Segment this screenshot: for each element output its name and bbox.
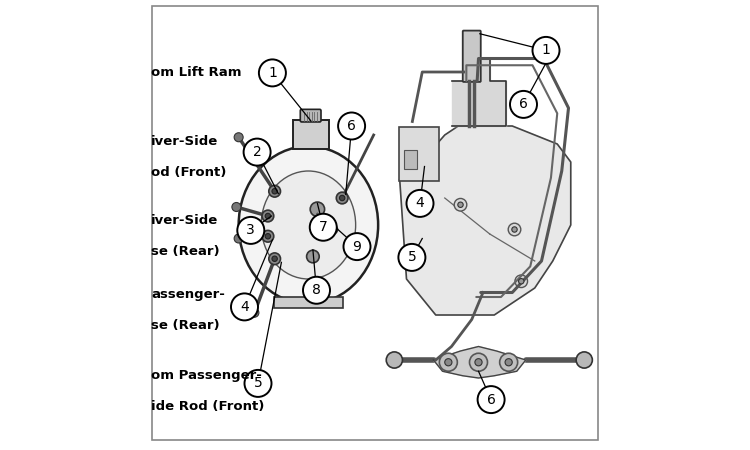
- Text: iver-Side: iver-Side: [151, 135, 218, 148]
- Polygon shape: [400, 126, 571, 315]
- Circle shape: [340, 195, 345, 201]
- Text: 9: 9: [352, 239, 362, 254]
- Circle shape: [475, 359, 482, 366]
- Text: 1: 1: [268, 66, 277, 80]
- Circle shape: [268, 185, 280, 197]
- Circle shape: [344, 233, 370, 260]
- Text: 4: 4: [240, 300, 249, 314]
- Circle shape: [237, 217, 264, 244]
- Text: 5: 5: [254, 376, 262, 391]
- Circle shape: [470, 353, 488, 371]
- Circle shape: [231, 293, 258, 320]
- Text: se (Rear): se (Rear): [151, 319, 220, 332]
- Circle shape: [310, 202, 325, 216]
- Circle shape: [259, 59, 286, 86]
- Circle shape: [234, 133, 243, 142]
- Circle shape: [232, 202, 241, 211]
- Text: 6: 6: [519, 97, 528, 112]
- Circle shape: [406, 190, 433, 217]
- Ellipse shape: [238, 146, 378, 304]
- Circle shape: [440, 353, 458, 371]
- Circle shape: [303, 277, 330, 304]
- Circle shape: [532, 37, 560, 64]
- Circle shape: [445, 359, 452, 366]
- Text: 6: 6: [347, 119, 356, 133]
- Circle shape: [398, 244, 425, 271]
- Text: 6: 6: [487, 392, 496, 407]
- Circle shape: [244, 139, 271, 166]
- Text: 8: 8: [312, 283, 321, 297]
- Circle shape: [338, 112, 365, 140]
- Text: se (Rear): se (Rear): [151, 245, 220, 257]
- Circle shape: [512, 227, 518, 232]
- Polygon shape: [433, 346, 526, 378]
- Circle shape: [262, 230, 274, 242]
- Circle shape: [244, 370, 272, 397]
- Text: om Passenger-: om Passenger-: [151, 369, 262, 382]
- Circle shape: [454, 198, 466, 211]
- Text: iver-Side: iver-Side: [151, 214, 218, 227]
- Text: 7: 7: [319, 220, 328, 234]
- Circle shape: [307, 250, 320, 263]
- FancyBboxPatch shape: [404, 150, 417, 169]
- Circle shape: [266, 213, 271, 219]
- Circle shape: [500, 353, 517, 371]
- Circle shape: [272, 189, 278, 194]
- Circle shape: [272, 256, 278, 261]
- Text: 4: 4: [416, 196, 424, 211]
- Ellipse shape: [261, 171, 356, 279]
- FancyBboxPatch shape: [300, 109, 321, 122]
- Text: 3: 3: [247, 223, 255, 238]
- FancyBboxPatch shape: [463, 31, 481, 82]
- FancyBboxPatch shape: [399, 127, 439, 181]
- Polygon shape: [452, 58, 506, 126]
- Circle shape: [310, 214, 337, 241]
- Circle shape: [328, 225, 338, 234]
- Circle shape: [510, 91, 537, 118]
- Text: 1: 1: [542, 43, 550, 58]
- Circle shape: [336, 192, 348, 204]
- Circle shape: [262, 210, 274, 222]
- Circle shape: [268, 253, 280, 265]
- Circle shape: [458, 202, 464, 207]
- Circle shape: [518, 279, 524, 284]
- Text: od (Front): od (Front): [151, 166, 226, 179]
- Text: 2: 2: [253, 145, 262, 159]
- Circle shape: [478, 386, 505, 413]
- Circle shape: [266, 234, 271, 239]
- Text: om Lift Ram: om Lift Ram: [151, 66, 242, 78]
- Text: assenger-: assenger-: [151, 288, 225, 301]
- FancyBboxPatch shape: [274, 297, 343, 308]
- Circle shape: [515, 275, 527, 288]
- Circle shape: [386, 352, 403, 368]
- Circle shape: [576, 352, 592, 368]
- Text: ide Rod (Front): ide Rod (Front): [151, 400, 264, 413]
- Circle shape: [509, 223, 520, 236]
- FancyBboxPatch shape: [292, 120, 328, 149]
- Text: 5: 5: [407, 250, 416, 265]
- Circle shape: [234, 234, 243, 243]
- Circle shape: [250, 308, 259, 317]
- Circle shape: [505, 359, 512, 366]
